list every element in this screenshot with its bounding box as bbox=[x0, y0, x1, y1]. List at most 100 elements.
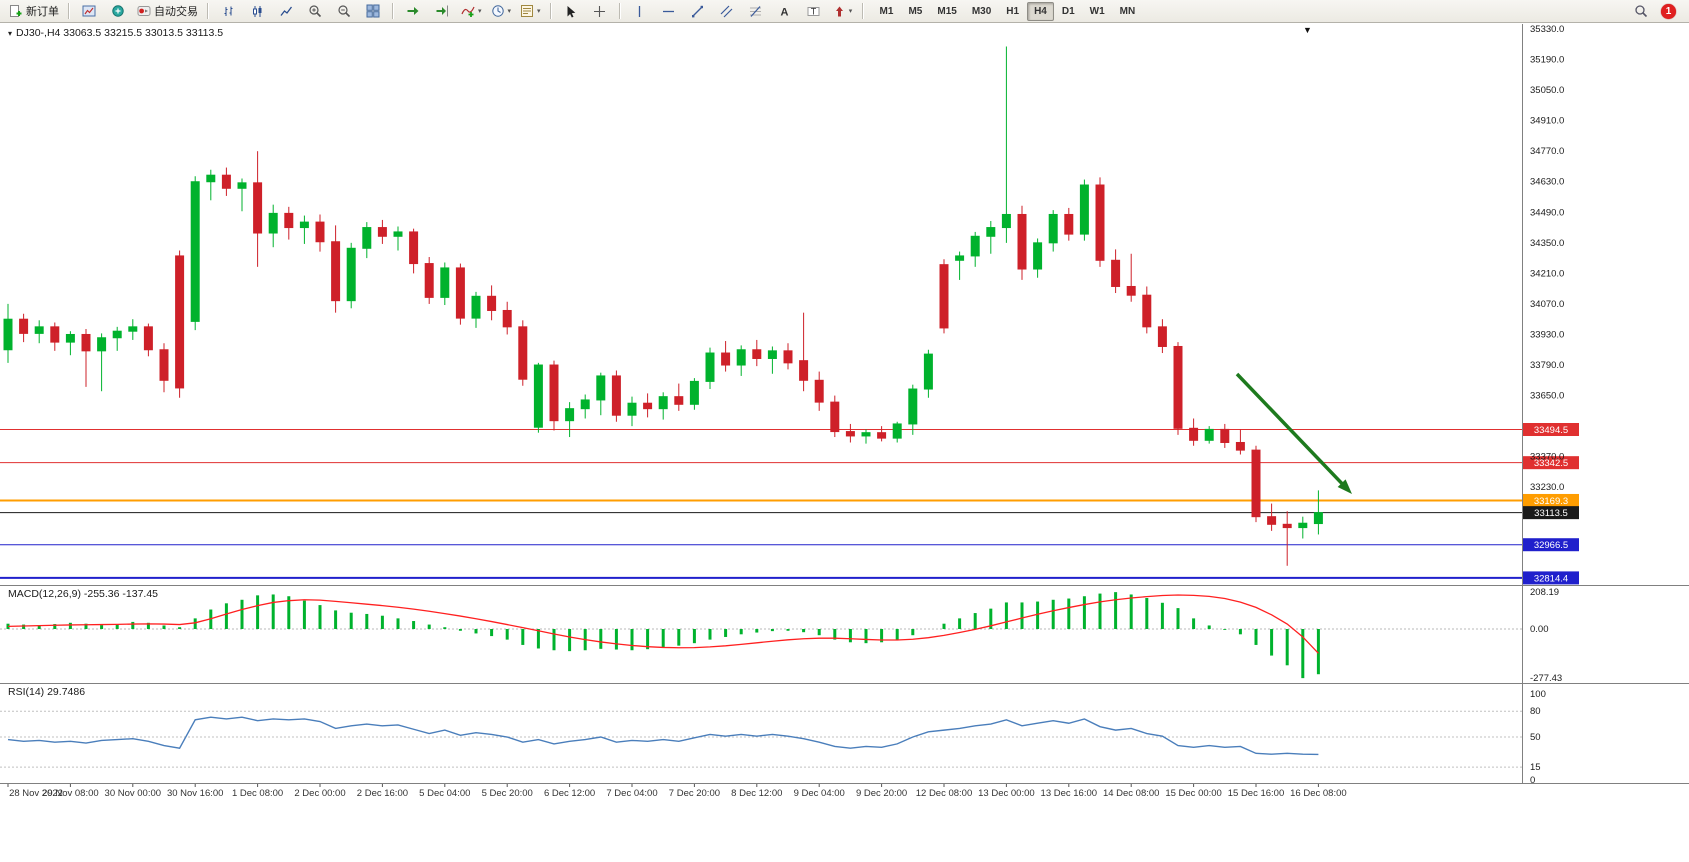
tf-button-mn[interactable]: MN bbox=[1119, 5, 1136, 17]
svg-text:34770.0: 34770.0 bbox=[1530, 146, 1564, 157]
periods-button[interactable]: ▾ bbox=[487, 1, 516, 22]
line-chart-mode-button[interactable] bbox=[272, 1, 300, 22]
zoom-in-button[interactable] bbox=[301, 1, 329, 22]
svg-text:80: 80 bbox=[1530, 706, 1541, 717]
text-icon: A bbox=[781, 6, 789, 18]
tf-button-m1[interactable]: M1 bbox=[879, 5, 894, 17]
time-label: 16 Dec 08:00 bbox=[1290, 788, 1347, 799]
svg-text:0: 0 bbox=[1530, 775, 1535, 786]
svg-text:33494.5: 33494.5 bbox=[1534, 425, 1568, 436]
tile-windows-icon bbox=[366, 4, 380, 18]
main-toolbar: 新订单 自动交易 bbox=[0, 0, 1689, 23]
symbol-menu-triangle-icon: ▾ bbox=[8, 28, 13, 38]
time-label: 15 Dec 16:00 bbox=[1228, 788, 1285, 799]
svg-text:34210.0: 34210.0 bbox=[1530, 268, 1564, 279]
time-label: 9 Dec 20:00 bbox=[856, 788, 907, 799]
tf-button-m5[interactable]: M5 bbox=[908, 5, 923, 17]
channel-tool-button[interactable] bbox=[713, 1, 741, 22]
svg-text:33370.0: 33370.0 bbox=[1530, 452, 1564, 463]
svg-text:35190.0: 35190.0 bbox=[1530, 55, 1564, 66]
autotrading-icon bbox=[137, 4, 151, 18]
new-order-button[interactable]: 新订单 bbox=[5, 1, 63, 22]
svg-text:33790.0: 33790.0 bbox=[1530, 360, 1564, 371]
zoom-out-icon bbox=[338, 5, 351, 18]
templates-button[interactable]: ▾ bbox=[516, 1, 545, 22]
svg-text:-277.43: -277.43 bbox=[1530, 673, 1562, 684]
text-label-tool-button[interactable]: T bbox=[800, 1, 828, 22]
candle-chart-mode-button[interactable] bbox=[243, 1, 271, 22]
time-label: 7 Dec 04:00 bbox=[606, 788, 657, 799]
notification-badge[interactable]: 1 bbox=[1661, 3, 1676, 19]
tf-button-m15[interactable]: M15 bbox=[937, 5, 957, 17]
bar-chart-mode-button[interactable] bbox=[214, 1, 242, 22]
time-label: 14 Dec 08:00 bbox=[1103, 788, 1160, 799]
tile-windows-button[interactable] bbox=[359, 1, 387, 22]
svg-text:34070.0: 34070.0 bbox=[1530, 299, 1564, 310]
crosshair-icon bbox=[594, 5, 606, 17]
vertical-line-tool-button[interactable] bbox=[626, 1, 654, 22]
svg-text:0.00: 0.00 bbox=[1530, 624, 1549, 635]
horizontal-line-tool-button[interactable] bbox=[655, 1, 683, 22]
autotrading-label: 自动交易 bbox=[154, 6, 198, 18]
zoom-out-button[interactable] bbox=[330, 1, 358, 22]
market-watch-button[interactable] bbox=[104, 1, 132, 22]
price-badge: 32814.4 bbox=[1523, 571, 1579, 585]
vertical-line-icon bbox=[638, 5, 641, 17]
trendline-tool-button[interactable] bbox=[684, 1, 712, 22]
text-tool-button[interactable]: A bbox=[771, 1, 799, 22]
toolbar-separator bbox=[618, 3, 621, 19]
toolbar-separator bbox=[68, 3, 70, 19]
svg-text:33169.3: 33169.3 bbox=[1534, 496, 1568, 507]
chart-dropdown-arrow-icon[interactable]: ▼ bbox=[1303, 25, 1312, 35]
new-chart-button[interactable] bbox=[75, 1, 103, 22]
tf-button-m30[interactable]: M30 bbox=[971, 5, 992, 17]
time-label: 30 Nov 16:00 bbox=[167, 788, 224, 799]
toolbar-right-group: 1 bbox=[1627, 1, 1684, 22]
line-chart-icon bbox=[279, 6, 292, 16]
auto-scroll-button[interactable] bbox=[399, 1, 427, 22]
zoom-in-icon bbox=[309, 5, 322, 18]
trendline-icon bbox=[692, 5, 704, 17]
candle-chart-icon bbox=[252, 5, 261, 17]
time-label: 1 Dec 08:00 bbox=[232, 788, 283, 799]
toolbar-separator bbox=[861, 3, 864, 19]
time-label: 12 Dec 08:00 bbox=[916, 788, 973, 799]
candles-layer bbox=[3, 46, 1323, 566]
tf-button-h4[interactable]: H4 bbox=[1027, 1, 1054, 21]
indicators-button[interactable]: ▾ bbox=[457, 1, 486, 22]
svg-text:34350.0: 34350.0 bbox=[1530, 238, 1564, 249]
fibonacci-tool-button[interactable] bbox=[742, 1, 770, 22]
autotrading-button[interactable]: 自动交易 bbox=[133, 1, 202, 22]
svg-text:34630.0: 34630.0 bbox=[1530, 177, 1564, 188]
chart-shift-button[interactable] bbox=[428, 1, 456, 22]
fibonacci-icon bbox=[750, 5, 762, 17]
panel-frame bbox=[0, 24, 1689, 784]
chart-shift-icon bbox=[436, 5, 448, 17]
search-button[interactable] bbox=[1627, 1, 1655, 22]
macd-indicator-label: MACD(12,26,9) -255.36 -137.45 bbox=[8, 588, 158, 600]
rsi-panel: 100 80 50 15 0 bbox=[0, 689, 1546, 786]
arrows-tool-button[interactable]: ▾ bbox=[829, 1, 857, 22]
price-badge: 33342.5 bbox=[1523, 456, 1579, 470]
cursor-icon bbox=[567, 5, 576, 17]
tf-button-w1[interactable]: W1 bbox=[1089, 5, 1105, 17]
new-chart-icon bbox=[82, 5, 96, 17]
price-badge: 33113.5 bbox=[1523, 506, 1579, 519]
svg-text:32966.5: 32966.5 bbox=[1534, 540, 1568, 551]
tf-button-h1[interactable]: H1 bbox=[1006, 5, 1020, 17]
cursor-button[interactable] bbox=[557, 1, 585, 22]
svg-text:33113.5: 33113.5 bbox=[1534, 508, 1568, 519]
tf-button-d1[interactable]: D1 bbox=[1061, 5, 1075, 17]
svg-text:50: 50 bbox=[1530, 732, 1541, 743]
svg-text:15: 15 bbox=[1530, 762, 1541, 773]
toolbar-separator bbox=[207, 3, 209, 19]
timeframe-toolbar: M1 M5 M15 M30 H1 H4 D1 W1 MN bbox=[873, 1, 1143, 21]
crosshair-button[interactable] bbox=[586, 1, 614, 22]
new-order-label: 新订单 bbox=[26, 6, 59, 18]
clock-icon bbox=[491, 5, 504, 17]
chevron-down-icon: ▾ bbox=[537, 7, 541, 15]
channel-icon bbox=[720, 5, 733, 17]
